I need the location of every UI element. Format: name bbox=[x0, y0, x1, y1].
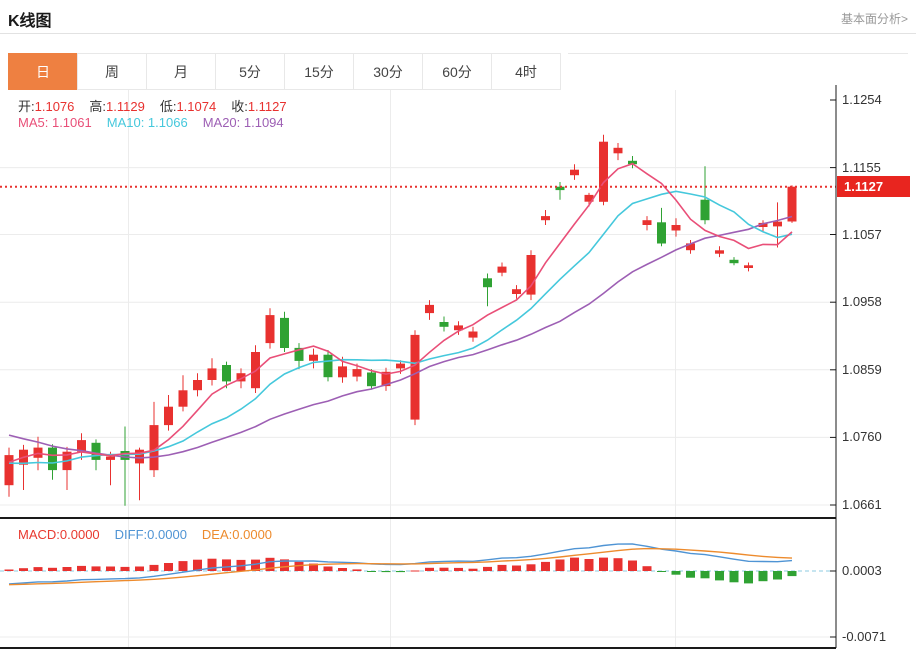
candles-layer bbox=[4, 134, 797, 506]
price-axis-label: 1.0859 bbox=[842, 361, 882, 377]
tab-5min[interactable]: 5分 bbox=[215, 53, 285, 90]
ma5-value: MA5: 1.1061 bbox=[18, 115, 92, 130]
price-axis-label: 1.1057 bbox=[842, 226, 882, 242]
ma5-line bbox=[8, 162, 793, 463]
axis-layer bbox=[0, 85, 837, 649]
dea-value: DEA:0.0000 bbox=[201, 527, 273, 542]
current-price-badge: 1.1127 bbox=[837, 176, 910, 198]
tabs-extension-line bbox=[568, 53, 908, 54]
ma10-value: MA10: 1.1066 bbox=[106, 115, 188, 130]
page-title: K线图 bbox=[8, 13, 52, 30]
macd-histogram-layer bbox=[4, 557, 797, 584]
ohlc-close: 收:1.1127 bbox=[231, 99, 287, 114]
fundamental-analysis-link[interactable]: 基本面分析> bbox=[840, 12, 908, 26]
tab-4hour[interactable]: 4时 bbox=[491, 53, 561, 90]
ma-lines-layer bbox=[8, 162, 793, 465]
tab-day[interactable]: 日 bbox=[8, 53, 78, 90]
ohlc-legend: 开:1.1076 高:1.1129 低:1.1074 收:1.1127 bbox=[18, 96, 302, 115]
ma20-line bbox=[8, 215, 793, 459]
grid-layer bbox=[0, 90, 836, 647]
macd-axis-label: 0.0003 bbox=[842, 563, 882, 578]
macd-legend: MACD:0.0000 DIFF:0.0000 DEA:0.0000 bbox=[18, 527, 287, 542]
ohlc-high: 高:1.1129 bbox=[89, 99, 145, 114]
ma10-line bbox=[8, 190, 793, 465]
ohlc-low: 低:1.1074 bbox=[159, 99, 217, 114]
price-axis-label: 1.1254 bbox=[842, 92, 882, 107]
header-divider bbox=[0, 33, 916, 34]
tab-60min[interactable]: 60分 bbox=[422, 53, 492, 90]
ma-legend: MA5: 1.1061 MA10: 1.1066 MA20: 1.1094 bbox=[18, 115, 299, 130]
ohlc-open: 开:1.1076 bbox=[18, 99, 75, 114]
diff-value: DIFF:0.0000 bbox=[114, 527, 187, 542]
macd-value: MACD:0.0000 bbox=[18, 527, 100, 542]
tab-week[interactable]: 周 bbox=[77, 53, 147, 90]
dea-line bbox=[8, 547, 793, 586]
price-axis-label: 1.0958 bbox=[842, 294, 882, 310]
period-tabs: 日周月 5分 15分 30分 60分 4时 bbox=[8, 53, 561, 90]
ma20-value: MA20: 1.1094 bbox=[202, 115, 284, 130]
price-axis-label: 1.0661 bbox=[842, 497, 882, 512]
tab-month[interactable]: 月 bbox=[146, 53, 216, 90]
macd-axis-label: -0.0071 bbox=[842, 629, 887, 644]
tab-30min[interactable]: 30分 bbox=[353, 53, 423, 90]
price-axis-label: 1.1155 bbox=[842, 159, 881, 175]
price-axis-label: 1.0760 bbox=[842, 429, 882, 445]
tab-15min[interactable]: 15分 bbox=[284, 53, 354, 90]
